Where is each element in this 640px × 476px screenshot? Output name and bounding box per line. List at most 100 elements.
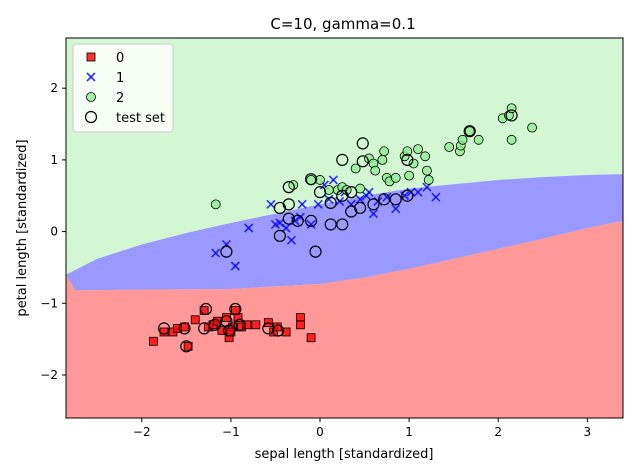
data-point [281, 327, 291, 337]
legend-marker [86, 52, 96, 62]
legend-entry: 0 [86, 51, 124, 66]
x-stroke [413, 187, 423, 197]
data-point [404, 170, 415, 181]
data-point [328, 175, 338, 185]
data-point [413, 187, 423, 197]
legend-label: 2 [116, 91, 124, 106]
decision-regions [66, 38, 623, 418]
legend-marker [86, 92, 96, 102]
data-point [273, 229, 286, 242]
data-point [190, 315, 200, 325]
data-point [148, 336, 158, 346]
data-point [368, 209, 379, 219]
y-tick-label: −1 [40, 296, 58, 310]
data-point [211, 248, 221, 258]
region-class-0 [66, 220, 623, 418]
x-stroke [391, 204, 401, 214]
x-tick-label: 3 [584, 425, 592, 439]
data-point [336, 153, 349, 166]
data-point [401, 189, 414, 202]
x-stroke [306, 219, 316, 229]
data-point [324, 194, 334, 204]
data-point [355, 194, 365, 204]
x-stroke [335, 196, 345, 207]
legend-label: 1 [116, 71, 124, 86]
data-point [356, 137, 369, 150]
data-point [222, 324, 236, 337]
x-stroke [364, 187, 374, 197]
x-stroke [431, 192, 441, 202]
data-point [295, 320, 305, 330]
x-stroke [286, 235, 297, 245]
data-point [282, 198, 295, 211]
y-axis: −2 −1 0 1 2 [40, 81, 66, 382]
data-point [527, 122, 537, 133]
x-stroke [230, 261, 240, 271]
data-point [244, 223, 254, 233]
y-tick-label: 0 [50, 225, 58, 239]
x-stroke [319, 180, 330, 190]
data-point [367, 198, 380, 211]
data-point [356, 155, 369, 168]
data-point [199, 302, 213, 316]
data-point [291, 214, 304, 227]
y-tick-label: −2 [40, 368, 58, 382]
data-point [198, 322, 211, 335]
data-point [420, 151, 431, 162]
data-point [272, 324, 285, 337]
data-point [220, 315, 233, 328]
legend: 0 1 2 test set [72, 43, 174, 133]
data-point [226, 327, 236, 337]
legend-marker [84, 110, 98, 124]
data-point [208, 318, 221, 331]
data-point [304, 214, 318, 227]
data-point [233, 318, 246, 331]
data-point [306, 219, 316, 229]
data-point [220, 245, 233, 258]
data-point [210, 199, 221, 210]
legend-label: 0 [116, 51, 124, 66]
data-point [377, 154, 388, 165]
data-point [422, 165, 432, 176]
plot-area [66, 38, 623, 418]
x-tick-label: 0 [316, 425, 324, 439]
legend-box [72, 43, 174, 133]
data-point [464, 126, 475, 137]
x-stroke [324, 194, 334, 204]
data-point [286, 235, 297, 245]
data-point [444, 142, 455, 152]
data-point [379, 146, 390, 157]
data-point [282, 181, 295, 194]
legend-entry: 2 [86, 91, 124, 106]
data-point [297, 199, 307, 209]
data-point [364, 187, 374, 197]
x-stroke [211, 248, 221, 258]
data-point [353, 201, 367, 215]
data-point [178, 322, 191, 335]
data-point [315, 175, 325, 185]
data-point [390, 172, 401, 183]
x-stroke [297, 199, 307, 209]
data-point [217, 326, 227, 335]
x-stroke [281, 223, 291, 233]
data-point [242, 320, 252, 330]
data-point [389, 193, 402, 206]
data-point [431, 192, 441, 202]
data-point [199, 306, 209, 315]
x-stroke [313, 199, 323, 209]
data-point [506, 134, 517, 145]
series-0 [148, 306, 316, 351]
x-tick-label: 2 [494, 425, 502, 439]
plot-frame [65, 37, 624, 419]
data-point [172, 323, 182, 333]
data-point [304, 173, 318, 186]
data-point [463, 125, 476, 138]
x-stroke [355, 194, 365, 204]
y-axis-label: petal length [standardized] [15, 139, 30, 316]
data-point [313, 186, 327, 199]
x-stroke [270, 219, 280, 229]
data-point [180, 340, 193, 353]
data-point [324, 196, 337, 210]
data-point [251, 320, 261, 330]
